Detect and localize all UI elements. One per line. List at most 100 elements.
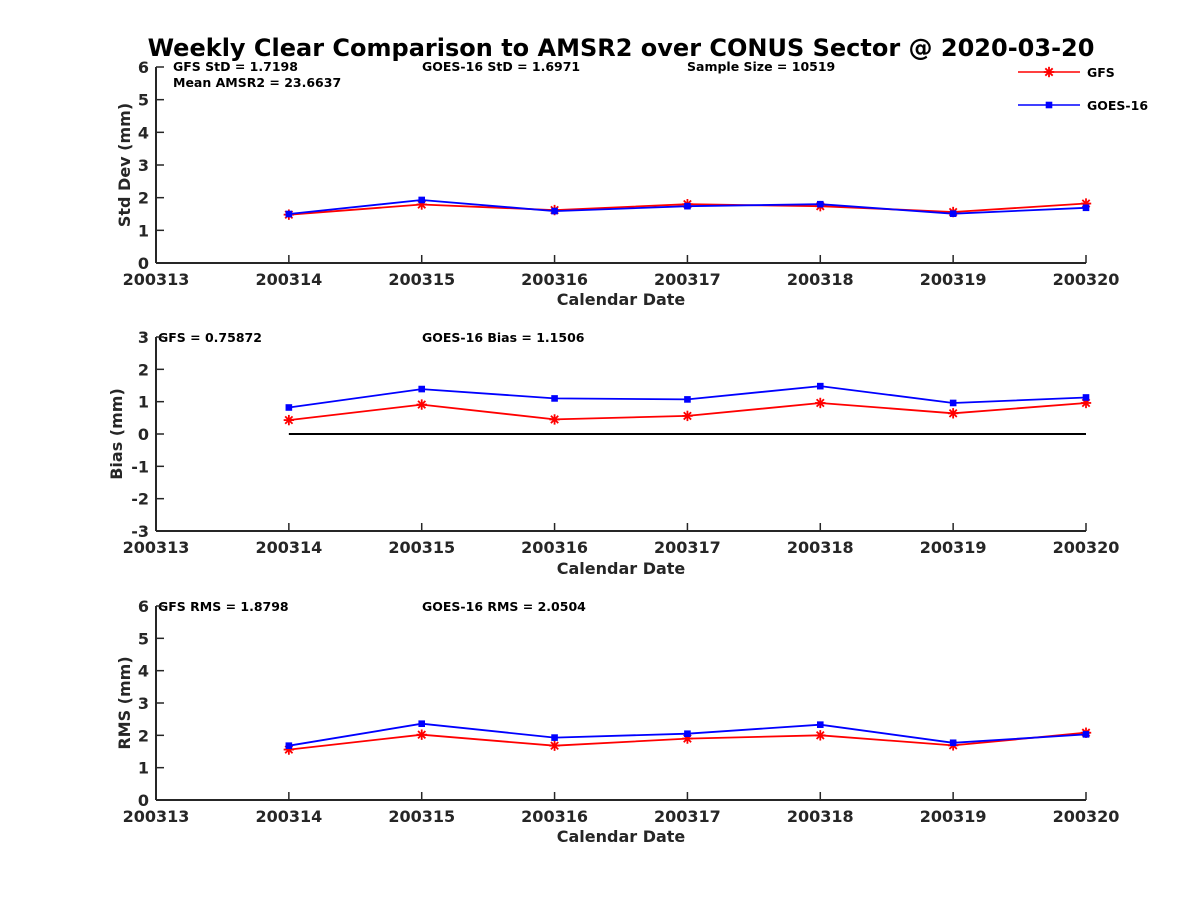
bias-y-tick-label: 1 xyxy=(138,393,149,412)
rms-goes-16-point xyxy=(285,742,293,749)
rms-goes-16-point xyxy=(418,720,426,727)
rms-gfs-point xyxy=(815,730,826,741)
bias-x-tick-label: 200314 xyxy=(255,538,322,557)
bias-gfs-point xyxy=(549,414,560,425)
rms-x-tick-label: 200314 xyxy=(255,807,322,826)
rms-y-tick-label: 5 xyxy=(138,629,149,648)
bias-y-axis-label: Bias (mm) xyxy=(107,388,126,480)
bias-y-tick-label: 0 xyxy=(138,425,149,444)
legend-label-goes16: GOES-16 xyxy=(1087,98,1148,113)
rms-x-tick-label: 200320 xyxy=(1053,807,1120,826)
bias-gfs-point xyxy=(682,410,693,422)
stddev-y-axis-label: Std Dev (mm) xyxy=(115,103,134,227)
bias-x-tick-label: 200316 xyxy=(521,538,588,557)
rms-x-tick-label: 200317 xyxy=(654,807,721,826)
bias-gfs-point xyxy=(416,399,427,410)
rms-y-tick-label: 6 xyxy=(138,597,149,616)
mean-amsr2-stat: Mean AMSR2 = 23.6637 xyxy=(173,75,341,90)
rms-x-tick-label: 200318 xyxy=(787,807,854,826)
bias-goes-16-point xyxy=(285,404,293,411)
rms-panel: GFS RMS = 1.8798 GOES-16 RMS = 2.0504 RM… xyxy=(115,597,1119,846)
rms-y-tick-label: 0 xyxy=(138,791,149,810)
bias-goes-16-point xyxy=(949,399,957,407)
legend: GFS GOES-16 xyxy=(1018,65,1148,113)
stddev-x-tick-label: 200317 xyxy=(654,270,721,289)
stddev-y-tick-label: 5 xyxy=(138,91,149,110)
goes16-stddev-stat: GOES-16 StD = 1.6971 xyxy=(422,59,580,74)
stddev-x-tick-label: 200315 xyxy=(388,270,455,289)
rms-goes-16-point xyxy=(551,734,558,741)
legend-label-gfs: GFS xyxy=(1087,65,1115,80)
rms-x-tick-label: 200313 xyxy=(123,807,190,826)
figure-title: Weekly Clear Comparison to AMSR2 over CO… xyxy=(148,34,1095,62)
stddev-x-tick-label: 200313 xyxy=(123,270,190,289)
bias-y-tick-label: 2 xyxy=(138,360,149,379)
rms-x-axis-label: Calendar Date xyxy=(557,827,686,846)
rms-y-tick-label: 3 xyxy=(138,694,149,713)
stddev-goes-16-point xyxy=(949,210,957,217)
stddev-x-tick-label: 200314 xyxy=(255,270,322,289)
bias-x-tick-label: 200319 xyxy=(920,538,987,557)
rms-x-tick-label: 200316 xyxy=(521,807,588,826)
stddev-y-tick-label: 2 xyxy=(138,189,149,208)
stddev-goes-16-point xyxy=(816,200,824,208)
bias-goes-16-point xyxy=(418,385,426,393)
gfs-bias-stat: GFS = 0.75872 xyxy=(158,330,262,345)
stddev-x-tick-label: 200318 xyxy=(787,270,854,289)
stddev-goes-16-point xyxy=(418,196,426,204)
bias-x-tick-label: 200313 xyxy=(123,538,190,557)
stddev-panel: GFS StD = 1.7198 Mean AMSR2 = 23.6637 GO… xyxy=(115,58,1119,309)
rms-gfs-point xyxy=(549,740,560,751)
bias-x-axis-label: Calendar Date xyxy=(557,559,686,578)
stddev-x-tick-label: 200320 xyxy=(1053,270,1120,289)
stddev-x-tick-label: 200316 xyxy=(521,270,588,289)
bias-gfs-point xyxy=(947,408,959,419)
stddev-y-tick-label: 3 xyxy=(138,156,149,175)
rms-y-tick-label: 4 xyxy=(138,662,149,681)
rms-y-tick-label: 1 xyxy=(138,759,149,778)
bias-goes-16-point xyxy=(1082,394,1090,401)
rms-goes-16-point xyxy=(816,721,824,728)
stddev-goes-16-point xyxy=(1082,204,1090,212)
stddev-x-axis-label: Calendar Date xyxy=(557,290,686,309)
bias-x-tick-label: 200317 xyxy=(654,538,721,557)
rms-goes-16-point xyxy=(684,730,691,738)
bias-x-tick-label: 200320 xyxy=(1053,538,1120,557)
gfs-rms-stat: GFS RMS = 1.8798 xyxy=(158,599,289,614)
bias-x-tick-label: 200315 xyxy=(388,538,455,557)
sample-size-stat: Sample Size = 10519 xyxy=(687,59,835,74)
rms-y-tick-label: 2 xyxy=(138,726,149,745)
rms-y-axis-label: RMS (mm) xyxy=(115,656,134,749)
bias-panel: GFS = 0.75872 GOES-16 Bias = 1.1506 Bias… xyxy=(107,328,1119,578)
stddev-y-tick-label: 4 xyxy=(138,123,149,142)
rms-goes-16-point xyxy=(1082,731,1090,738)
legend-marker-gfs xyxy=(1043,66,1055,78)
bias-goes-16-point xyxy=(684,396,691,403)
bias-x-tick-label: 200318 xyxy=(787,538,854,557)
bias-goes-16-point xyxy=(816,382,824,390)
bias-gfs-point xyxy=(815,397,826,409)
stddev-y-tick-label: 0 xyxy=(138,254,149,273)
rms-x-tick-label: 200315 xyxy=(388,807,455,826)
rms-gfs-point xyxy=(416,729,427,740)
gfs-stddev-stat: GFS StD = 1.7198 xyxy=(173,59,298,74)
bias-y-tick-label: -1 xyxy=(131,457,149,476)
legend-marker-gfs-glyph xyxy=(1043,66,1055,78)
stddev-y-tick-label: 1 xyxy=(138,221,149,240)
bias-y-tick-label: 3 xyxy=(138,328,149,347)
bias-y-tick-label: -2 xyxy=(131,490,149,509)
bias-y-tick-label: -3 xyxy=(131,522,149,541)
rms-x-tick-label: 200319 xyxy=(920,807,987,826)
legend-marker-goes16 xyxy=(1045,101,1053,109)
bias-goes-16-point xyxy=(551,395,558,402)
stddev-goes-16-point xyxy=(684,202,691,210)
stddev-y-tick-label: 6 xyxy=(138,58,149,77)
goes16-bias-stat: GOES-16 Bias = 1.1506 xyxy=(422,330,585,345)
stddev-x-tick-label: 200319 xyxy=(920,270,987,289)
bias-gfs-point xyxy=(283,414,295,426)
legend-marker-goes16-glyph xyxy=(1045,101,1053,109)
stddev-goes-16-point xyxy=(551,207,558,215)
goes16-rms-stat: GOES-16 RMS = 2.0504 xyxy=(422,599,586,614)
stddev-goes-16-point xyxy=(285,210,293,218)
